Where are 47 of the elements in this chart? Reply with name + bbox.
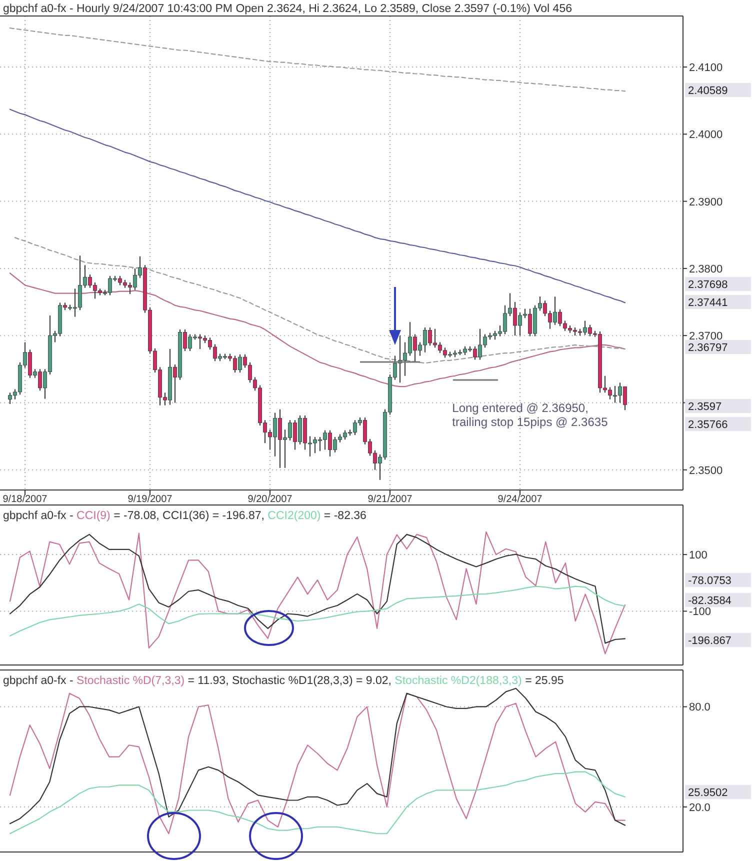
y-tick-label: 2.4000: [689, 129, 723, 142]
annotation: = 25.95: [522, 675, 564, 687]
text: 2.3597: [688, 401, 722, 413]
x-tick-label: 9/19/2007: [128, 494, 173, 505]
y-tick-label: 2.3500: [689, 464, 723, 477]
annotation: = 11.93,: [184, 675, 229, 687]
text: 2.37698: [688, 279, 728, 291]
annotation: Long entered @ 2.36950, trailing stop 15pips @ 2.3635: [452, 401, 608, 429]
y-tick-label: 2.3900: [689, 196, 723, 208]
text: Stochastic %D1(28,3,3): [228, 675, 353, 687]
text: 25.9502: [688, 787, 728, 799]
line-series: [9, 28, 626, 92]
series-label: CCI(9): [73, 510, 111, 522]
line-series: [9, 272, 626, 388]
text: -196.867: [688, 635, 732, 647]
chart-title: gbpchf a0-fx -: [3, 675, 74, 687]
text: 2.37441: [688, 297, 728, 309]
annotation: = -82.36: [320, 510, 366, 522]
text: 2.36797: [688, 342, 728, 354]
x-tick-label: 9/21/2007: [368, 494, 413, 505]
line-series: [9, 771, 626, 834]
line-series: [9, 586, 626, 636]
y-tick-label: -100: [689, 606, 712, 618]
annotation: = -196.87,: [209, 510, 264, 522]
text: 2.35766: [688, 419, 728, 431]
chart-title: gbpchf a0-fx - Hourly 9/24/2007 10:43:00 PM Open 2.3624, Hi 2.3624, Lo 2.3589, Close 2.3597 (-0.1%) Vol 456: [3, 3, 572, 15]
text: -78.0753: [688, 575, 732, 587]
x-tick-label: 9/20/2007: [248, 494, 293, 505]
annotation: = -78.08,: [110, 510, 160, 522]
text: -82.3584: [688, 595, 732, 607]
series-label: Stochastic %D(7,3,3): [73, 675, 185, 687]
text: CCI2(200): [264, 510, 321, 522]
annotation: = 9.02,: [352, 675, 392, 687]
x-tick-label: 9/24/2007: [498, 494, 543, 505]
chart-title: gbpchf a0-fx -: [3, 510, 74, 522]
x-tick-label: 9/18/2007: [2, 494, 48, 505]
y-tick-label: 2.3700: [689, 330, 723, 343]
y-tick-label: 20.0: [689, 802, 710, 814]
line-series: [9, 108, 626, 304]
y-tick-label: 2.4100: [689, 62, 723, 74]
y-tick-label: 100: [689, 550, 708, 562]
text: 2.40589: [688, 85, 728, 97]
line-series: [14, 237, 626, 364]
y-tick-label: 80.0: [689, 702, 710, 714]
text: Stochastic %D2(188,3,3): [391, 675, 522, 687]
text: CCI1(36): [159, 510, 210, 522]
y-tick-label: 2.3800: [689, 263, 723, 276]
